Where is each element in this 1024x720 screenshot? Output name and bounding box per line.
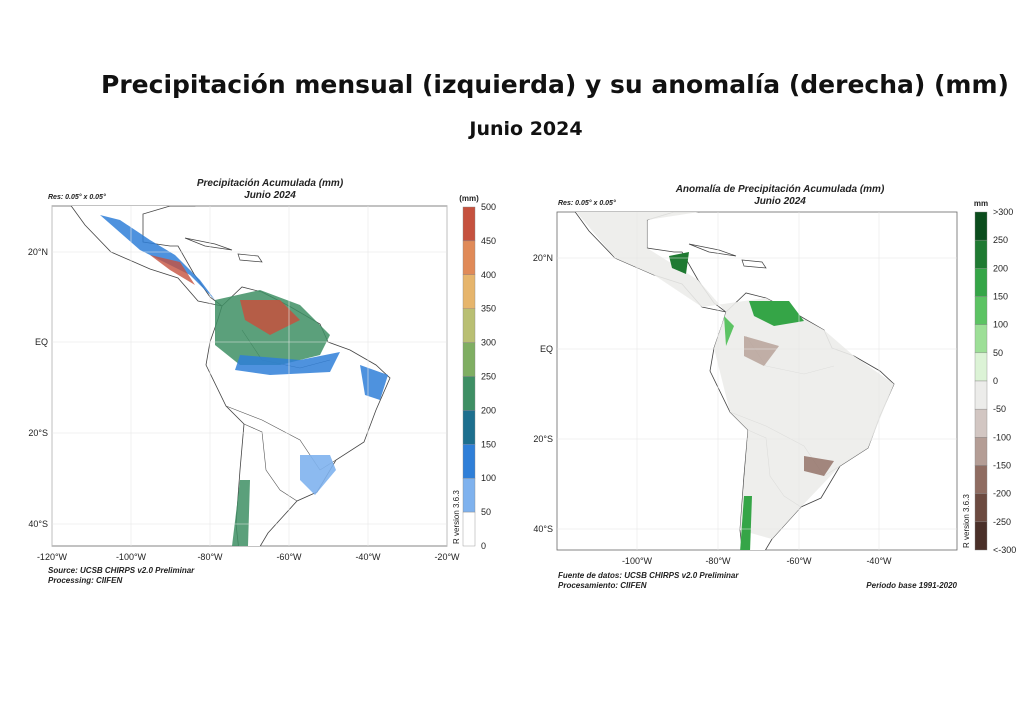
lon-label: -80°W: [197, 552, 223, 562]
version: R version 3.6.3: [452, 490, 461, 544]
version: R version 3.6.3: [962, 494, 971, 548]
lon-label: -100°W: [622, 556, 653, 566]
colorbar-swatch: [974, 352, 988, 382]
lat-label: 20°S: [28, 428, 48, 438]
lon-label: -80°W: [705, 556, 731, 566]
colorbar-swatch: [462, 410, 476, 445]
colorbar-label: 450: [481, 236, 496, 246]
lon-label: -60°W: [276, 552, 302, 562]
colorbar-swatch: [974, 493, 988, 523]
lon-label: -20°W: [434, 552, 460, 562]
colorbar-label: -150: [993, 461, 1011, 471]
map-title: Precipitación Acumulada (mm): [197, 178, 344, 189]
colorbar-label: 300: [481, 338, 496, 348]
resolution: Res: 0.05° x 0.05°: [48, 193, 106, 201]
lat-label: 40°S: [28, 519, 48, 529]
colorbar-label: <-300: [993, 545, 1016, 555]
colorbar-swatch: [462, 511, 476, 547]
base-period: Periodo base 1991-2020: [866, 581, 957, 590]
lat-label: 20°S: [533, 434, 553, 444]
colorbar-swatch: [974, 408, 988, 438]
colorbar-swatch: [974, 211, 988, 241]
colorbar-swatch: [974, 380, 988, 410]
colorbar-label: 150: [481, 439, 496, 449]
colorbar-swatch: [462, 308, 476, 343]
colorbar-label: 350: [481, 304, 496, 314]
colorbar-label: 150: [993, 292, 1008, 302]
colorbar-swatch: [974, 521, 988, 551]
lat-label: 20°N: [28, 247, 48, 257]
lat-label: EQ: [35, 337, 48, 347]
left-map: Precipitación Acumulada (mm)Junio 2024 Re…: [28, 178, 496, 585]
colorbar-swatch: [462, 240, 476, 275]
map-subtitle: Junio 2024: [754, 196, 806, 207]
colorbar-swatch: [462, 274, 476, 309]
title: Precipitación mensual (izquierda) y su a…: [101, 70, 1009, 99]
colorbar-swatch: [974, 239, 988, 269]
colorbar-label: 500: [481, 202, 496, 212]
map-subtitle: Junio 2024: [244, 190, 296, 201]
colorbar-label: -100: [993, 432, 1011, 442]
colorbar-swatch: [462, 444, 476, 479]
colorbar-unit: mm: [974, 199, 988, 208]
lat-label: EQ: [540, 344, 553, 354]
colorbar-label: 50: [993, 348, 1003, 358]
colorbar-swatch: [462, 478, 476, 513]
lon-label: -40°W: [355, 552, 381, 562]
processing: Procesamiento: CIIFEN: [558, 581, 647, 590]
colorbar-unit: (mm): [459, 194, 479, 203]
colorbar-label: 250: [993, 235, 1008, 245]
subtitle: Junio 2024: [469, 118, 583, 140]
lon-label: -40°W: [866, 556, 892, 566]
colorbar-label: 250: [481, 372, 496, 382]
colorbar-swatch: [974, 437, 988, 466]
colorbar-label: 0: [481, 541, 486, 551]
colorbar-label: 100: [993, 320, 1008, 330]
lon-label: -100°W: [116, 552, 147, 562]
colorbar-label: -50: [993, 404, 1006, 414]
colorbar-label: 200: [993, 263, 1008, 273]
resolution: Res: 0.05° x 0.05°: [558, 199, 616, 207]
colorbar-label: >300: [993, 207, 1013, 217]
map-land: [557, 212, 895, 550]
lat-label: 20°N: [533, 253, 553, 263]
lon-label: -60°W: [786, 556, 812, 566]
colorbar-swatch: [974, 296, 988, 325]
colorbar-swatch: [462, 376, 476, 411]
colorbar-label: -250: [993, 517, 1011, 527]
colorbar-label: 200: [481, 405, 496, 415]
source: Fuente de datos: UCSB CHIRPS v2.0 Prelim…: [558, 571, 739, 580]
lon-label: -120°W: [37, 552, 68, 562]
colorbar-swatch: [974, 268, 988, 297]
colorbar-swatch: [974, 465, 988, 494]
colorbar-swatch: [462, 342, 476, 377]
map-land: [52, 206, 391, 546]
colorbar-label: 100: [481, 473, 496, 483]
colorbar-label: -200: [993, 489, 1011, 499]
colorbar-label: 0: [993, 376, 998, 386]
colorbar-label: 50: [481, 507, 491, 517]
colorbar-swatch: [974, 324, 988, 354]
colorbar-swatch: [462, 206, 476, 242]
processing: Processing: CIIFEN: [48, 576, 122, 585]
colorbar-label: 400: [481, 270, 496, 280]
map-title: Anomalía de Precipitación Acumulada (mm): [675, 184, 885, 195]
lat-label: 40°S: [533, 524, 553, 534]
right-map: Anomalía de Precipitación Acumulada (mm)…: [533, 184, 1016, 590]
source: Source: UCSB CHIRPS v2.0 Preliminar: [48, 566, 195, 575]
